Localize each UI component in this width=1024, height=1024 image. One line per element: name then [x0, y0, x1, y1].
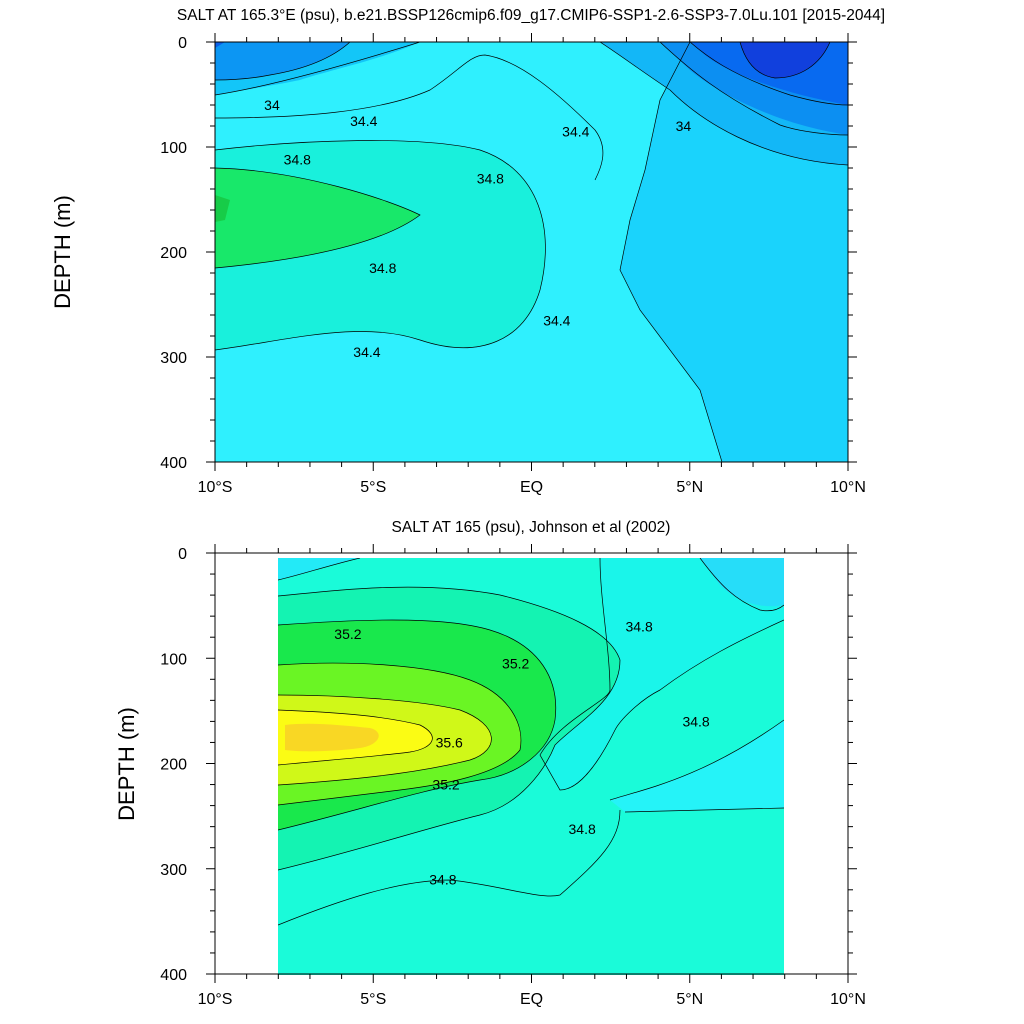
top-chart-title: SALT AT 165.3°E (psu), b.e21.BSSP126cmip…: [177, 7, 885, 24]
top-contour-34p4-south: [215, 54, 604, 181]
top-contour-label: 34.4: [350, 113, 377, 129]
top-contour-34-south: [215, 42, 421, 96]
bottom-x-tick-label: EQ: [520, 991, 543, 1008]
bottom-contour-label: 34.8: [569, 821, 596, 837]
bottom-contour-34p4-north: [699, 558, 784, 612]
bottom-contour-label: 34.8: [625, 619, 652, 635]
top-contour-label: 34.4: [353, 344, 380, 360]
top-y-tick-label: 400: [160, 455, 187, 472]
bottom-y-tick-label: 0: [178, 546, 187, 563]
top-contour-label: 34: [676, 118, 692, 134]
top-y-tick-label: 300: [160, 350, 187, 367]
bottom-contour-35p4: [278, 662, 522, 806]
bottom-y-tick-label: 200: [160, 757, 187, 774]
top-contour-label: 34.8: [477, 171, 504, 187]
top-contour-32p8-north: [739, 42, 831, 79]
top-contour-label: 34.8: [369, 260, 396, 276]
top-contour-label: 34.4: [562, 123, 589, 139]
bottom-x-tick-label: 10°S: [198, 991, 233, 1008]
bottom-contour-34p8-surface: [278, 558, 361, 581]
top-contour-label: 34.4: [543, 312, 570, 328]
top-contour-labels: 34 34.4 34.8 34.4 34.8 34 34.8 34.4 34.4: [264, 97, 691, 360]
bottom-contour-field: [278, 558, 784, 975]
top-x-tick-label: 5°S: [360, 479, 386, 496]
top-contour-33p6-south: [215, 42, 351, 81]
top-y-axis-label: DEPTH (m): [50, 195, 75, 309]
top-contour-35-south: [215, 167, 421, 269]
bottom-contour-34p8-north: [539, 558, 784, 791]
bottom-axis-ticks: 10°S 5°S EQ 5°N 10°N 0 100 200 300 400: [160, 544, 866, 1008]
bottom-contour-label: 35.2: [502, 656, 529, 672]
top-contour-label: 34.8: [284, 152, 311, 168]
bottom-x-tick-label: 10°N: [830, 991, 866, 1008]
top-contour-33p2-north: [689, 42, 848, 106]
top-x-tick-label: 10°S: [198, 479, 233, 496]
top-contour-34p8-south: [215, 140, 546, 351]
bottom-y-tick-label: 300: [160, 862, 187, 879]
top-contour-label: 34: [264, 97, 280, 113]
bottom-y-tick-label: 400: [160, 967, 187, 984]
top-contour-34p4-mid: [619, 42, 723, 462]
bottom-contour-35p6: [278, 694, 492, 786]
bottom-contour-label: 35.6: [436, 734, 463, 750]
bottom-y-axis-label: DEPTH (m): [114, 707, 139, 821]
bottom-panel: SALT AT 165 (psu), Johnson et al (2002): [114, 519, 866, 1008]
bottom-contour-34p6-north: [609, 719, 784, 801]
bottom-x-tick-label: 5°N: [676, 991, 703, 1008]
top-contour-33p6-north: [659, 42, 848, 136]
bottom-contour-label: 35.2: [334, 626, 361, 642]
bottom-contour-35p2: [278, 619, 557, 831]
bottom-contour-label: 35.2: [432, 777, 459, 793]
top-panel: SALT AT 165.3°E (psu), b.e21.BSSP126cmip…: [50, 7, 885, 496]
top-contour-field: [215, 42, 848, 462]
top-contour-34-north: [599, 42, 848, 166]
bottom-contour-label: 34.8: [429, 871, 456, 887]
bottom-contour-labels: 35.2 35.2 34.8 35.6 34.8 35.2 34.8 34.8: [334, 619, 710, 888]
top-y-tick-label: 200: [160, 245, 187, 262]
top-x-tick-label: 10°N: [830, 479, 866, 496]
top-y-tick-label: 0: [178, 35, 187, 52]
top-x-tick-label: EQ: [520, 479, 543, 496]
bottom-chart-title: SALT AT 165 (psu), Johnson et al (2002): [392, 519, 671, 536]
top-axis-ticks: 10°S 5°S EQ 5°N 10°N 0 100 200 300 400: [160, 33, 866, 496]
bottom-contour-35p8: [278, 709, 433, 766]
top-y-tick-label: 100: [160, 140, 187, 157]
bottom-contour-label: 34.8: [682, 713, 709, 729]
bottom-y-tick-label: 100: [160, 651, 187, 668]
bottom-contour-34p8-deep: [278, 809, 621, 926]
top-x-tick-label: 5°N: [676, 479, 703, 496]
bottom-contour-34p6-lower: [624, 807, 784, 813]
bottom-contour-35-south: [278, 586, 621, 871]
bottom-x-tick-label: 5°S: [360, 991, 386, 1008]
